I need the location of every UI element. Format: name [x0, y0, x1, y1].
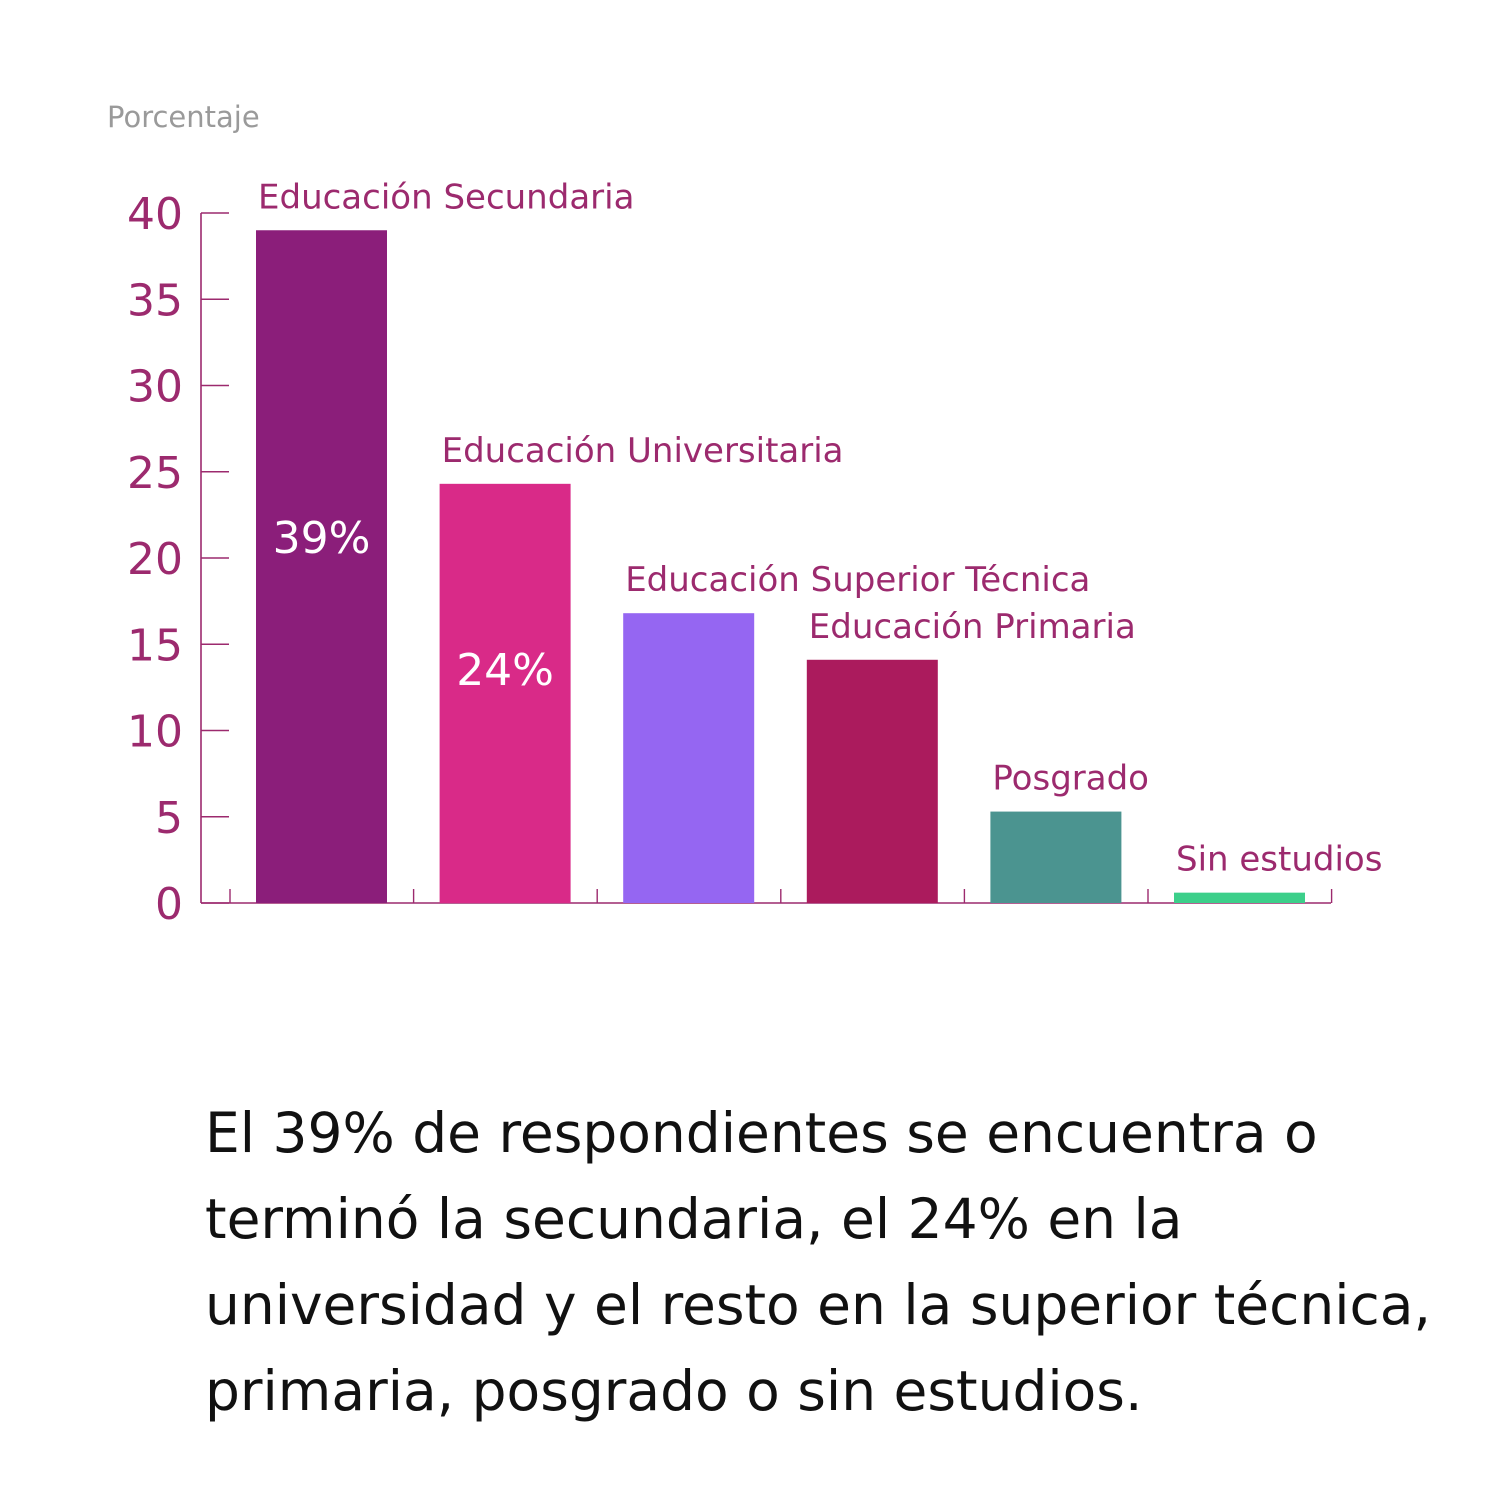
y-tick-label: 10	[127, 707, 183, 758]
category-label: Educación Primaria	[809, 607, 1136, 647]
category-label: Sin estudios	[1176, 840, 1382, 880]
data-label: 24%	[456, 645, 554, 696]
y-axis-title: Porcentaje	[107, 100, 260, 134]
y-tick-label: 30	[127, 362, 183, 413]
chart-caption: El 39% de respondientes se encuentra o t…	[205, 1101, 1431, 1423]
y-tick-label: 0	[155, 879, 183, 930]
y-tick-label: 40	[127, 189, 183, 240]
y-tick-label: 15	[127, 620, 183, 671]
bar	[439, 483, 571, 903]
bar-chart: 0 5 10 15 20 25 30 35 40 Educación Secundaria 39% E…	[127, 177, 1382, 930]
bar	[990, 811, 1122, 903]
y-tick-label: 20	[127, 534, 183, 585]
category-label: Educación Superior Técnica	[625, 560, 1090, 600]
y-tick-label: 25	[127, 448, 183, 499]
data-label: 39%	[273, 513, 371, 564]
y-tick-label: 5	[155, 793, 183, 844]
bar	[623, 613, 755, 903]
category-label: Educación Secundaria	[258, 177, 634, 217]
bar	[256, 230, 387, 903]
bar	[806, 659, 938, 903]
category-label: Posgrado	[992, 759, 1149, 799]
y-tick-label: 35	[127, 275, 183, 326]
bar	[1174, 892, 1305, 903]
category-label: Educación Universitaria	[442, 431, 844, 471]
